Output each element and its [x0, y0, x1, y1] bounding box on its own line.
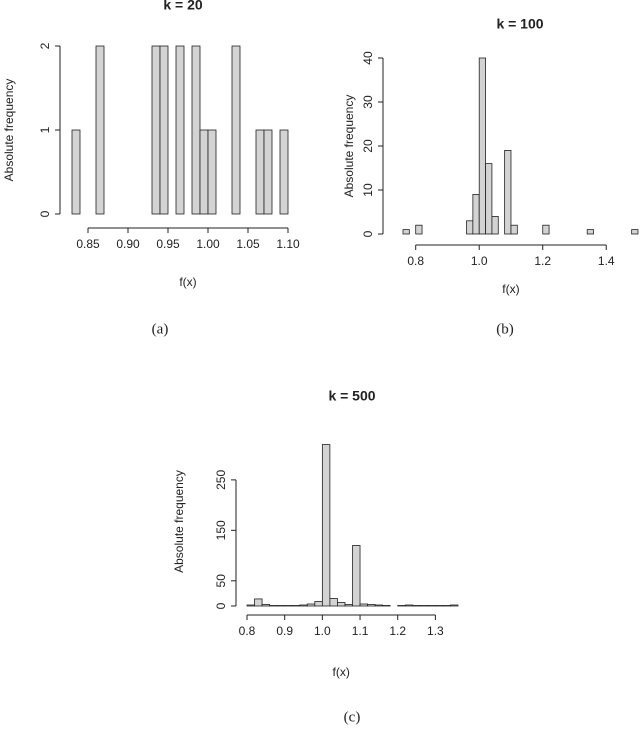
y-axis-label: Absolute frequency: [2, 79, 16, 182]
bar: [472, 193, 480, 235]
y-tick-label: 30: [361, 95, 375, 109]
bar: [485, 163, 493, 235]
x-axis-label: f(x): [502, 282, 519, 296]
caption: (c): [344, 709, 361, 725]
x-tick-label: 0.8: [407, 254, 424, 268]
y-tick-label: 2: [38, 42, 52, 49]
bar: [276, 605, 286, 607]
bar: [374, 604, 384, 607]
bar: [299, 604, 308, 607]
bar: [402, 229, 410, 235]
x-axis-label: f(x): [333, 665, 350, 679]
bar: [207, 129, 217, 215]
bar: [246, 604, 255, 607]
x-tick-label: 1.00: [196, 237, 220, 251]
bar: [504, 149, 512, 235]
bar: [450, 604, 459, 607]
bar: [151, 45, 161, 215]
chart-title: k = 500: [328, 388, 375, 404]
bar: [314, 601, 323, 607]
y-tick-label: 150: [214, 520, 228, 540]
y-tick-label: 0: [361, 230, 375, 237]
bar: [434, 605, 444, 607]
y-tick-label: 250: [214, 470, 228, 490]
x-tick-label: 1.1: [352, 624, 369, 638]
bar: [231, 45, 241, 215]
bar: [199, 129, 209, 215]
bar: [263, 129, 273, 215]
bar: [269, 605, 278, 607]
bar: [321, 444, 331, 607]
bar: [427, 605, 436, 607]
bar: [442, 605, 451, 607]
bar: [419, 605, 429, 607]
x-tick-label: 1.10: [276, 237, 300, 251]
x-tick-label: 1.05: [236, 237, 260, 251]
chart-title: k = 100: [496, 16, 543, 32]
y-tick-label: 0: [38, 210, 52, 217]
x-tick-label: 1.2: [389, 624, 406, 638]
bar: [382, 605, 391, 607]
y-tick-label: 10: [361, 183, 375, 197]
bar: [254, 598, 263, 607]
bar: [191, 45, 201, 215]
y-axis-label: Absolute frequency: [342, 95, 356, 198]
bar: [359, 603, 368, 607]
x-tick-label: 0.90: [116, 237, 140, 251]
bar: [284, 605, 293, 607]
x-axis-label: f(x): [179, 275, 196, 289]
bar: [367, 604, 376, 607]
y-tick-label: 40: [361, 51, 375, 65]
x-tick-label: 1.4: [598, 254, 615, 268]
x-tick-label: 0.85: [76, 237, 100, 251]
bar: [510, 224, 518, 235]
bar: [261, 604, 271, 607]
y-tick-label: 0: [214, 602, 228, 609]
chart-title: k = 20: [163, 0, 203, 13]
bar: [397, 605, 406, 607]
bar: [159, 45, 169, 215]
caption: (a): [152, 321, 169, 337]
bar: [329, 598, 338, 607]
x-tick-label: 1.3: [427, 624, 444, 638]
bar: [95, 45, 105, 215]
bar: [291, 605, 301, 607]
x-tick-label: 1.2: [534, 254, 551, 268]
bar: [344, 604, 353, 607]
y-tick-label: 50: [214, 574, 228, 588]
x-tick-label: 1.0: [314, 624, 331, 638]
bar: [466, 220, 474, 235]
x-tick-label: 0.95: [156, 237, 180, 251]
bar: [631, 229, 639, 235]
bar: [491, 215, 499, 235]
x-tick-label: 0.9: [276, 624, 293, 638]
bar: [412, 605, 421, 607]
bar: [71, 129, 81, 215]
bar: [478, 57, 486, 235]
x-tick-label: 1.0: [471, 254, 488, 268]
bar: [404, 604, 414, 607]
caption: (b): [496, 321, 514, 337]
bar: [337, 602, 346, 607]
bar: [306, 603, 316, 607]
x-tick-label: 0.8: [239, 624, 256, 638]
y-tick-label: 1: [38, 126, 52, 133]
y-tick-label: 20: [361, 139, 375, 153]
y-axis-label: Absolute frequency: [172, 470, 186, 573]
bar: [415, 224, 423, 235]
bar: [175, 45, 185, 215]
bar: [542, 224, 550, 235]
bar: [586, 229, 594, 235]
bar: [279, 129, 289, 215]
bar: [352, 545, 361, 607]
bar: [255, 129, 265, 215]
